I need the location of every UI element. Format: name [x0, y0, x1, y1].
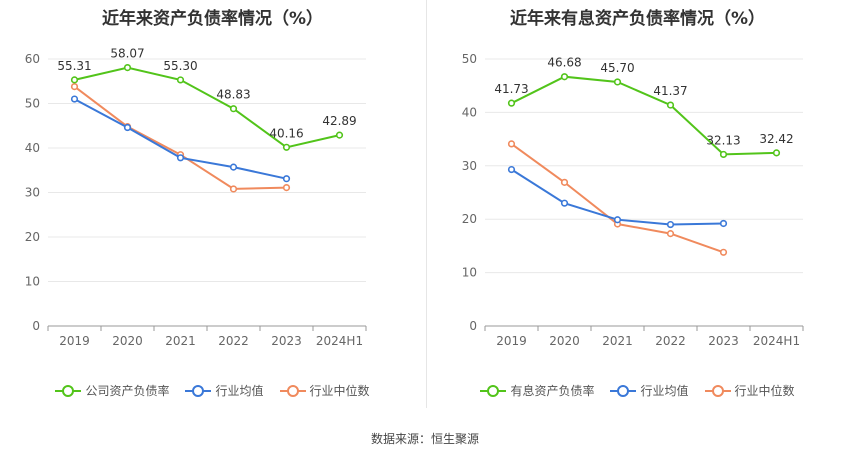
data-point [666, 220, 675, 229]
legend-label: 行业均值 [215, 384, 264, 398]
data-point [282, 143, 291, 151]
data-point [335, 131, 344, 139]
legend-label: 行业中位数 [309, 384, 370, 398]
legend-item[interactable]: 行业中位数 [279, 382, 370, 399]
data-point [719, 248, 728, 256]
y-tick-label: 10 [25, 275, 40, 289]
data-label: 40.16 [269, 126, 303, 140]
data-label: 32.42 [759, 132, 793, 146]
data-point [70, 95, 79, 103]
data-point [123, 123, 132, 132]
data-point [613, 216, 622, 224]
legend-swatch-icon [480, 384, 507, 398]
data-point [507, 99, 516, 107]
chart-legend: 有息资产负债率 行业均值 行业中位数 [425, 382, 850, 399]
panel-divider [426, 0, 427, 408]
data-point [507, 140, 516, 148]
x-tick-label: 2023 [708, 334, 739, 348]
data-point [282, 175, 291, 183]
data-point [666, 101, 675, 109]
data-point [719, 150, 728, 159]
data-label: 48.83 [216, 88, 250, 102]
legend-label: 有息资产负债率 [510, 384, 595, 398]
data-point [719, 219, 728, 228]
y-tick-label: 40 [462, 105, 477, 119]
series-line [510, 143, 724, 254]
legend-label: 行业中位数 [734, 384, 795, 398]
legend-swatch-icon [279, 384, 306, 398]
legend-item[interactable]: 行业均值 [185, 382, 264, 399]
x-tick-label: 2019 [496, 334, 527, 348]
data-label: 55.30 [163, 59, 197, 73]
data-point [176, 154, 185, 162]
legend-swatch-icon [185, 384, 212, 398]
x-tick-label: 2020 [549, 334, 580, 348]
data-label: 46.68 [547, 56, 581, 70]
legend-swatch-icon [704, 384, 731, 398]
chart-title: 近年来有息资产负债率情况（%） [509, 9, 766, 29]
data-point [229, 163, 238, 171]
y-tick-label: 40 [25, 141, 40, 155]
data-point [229, 105, 238, 113]
data-point [666, 230, 675, 238]
data-source-footer: 数据来源：恒生聚源 [370, 432, 479, 446]
legend-swatch-icon [55, 384, 82, 398]
y-tick-label: 60 [25, 52, 40, 66]
y-tick-label: 50 [25, 97, 40, 111]
y-tick-label: 20 [25, 230, 40, 244]
data-point [507, 165, 516, 174]
x-tick-label: 2021 [165, 334, 196, 348]
y-tick-label: 30 [25, 186, 40, 200]
data-point [176, 76, 185, 84]
data-point [613, 78, 622, 86]
data-point [560, 178, 569, 186]
data-point [282, 184, 291, 192]
data-label: 41.37 [653, 84, 687, 98]
y-tick-label: 0 [469, 319, 477, 333]
data-point [560, 73, 569, 81]
right-chart-panel: 近年来有息资产负债率情况（%） 0 10 20 30 40 50 2019 2020 2021 2… [425, 0, 850, 410]
data-label: 41.73 [494, 82, 528, 96]
x-tick-label: 2022 [655, 334, 686, 348]
series-line [73, 85, 287, 190]
y-tick-label: 20 [462, 212, 477, 226]
x-tick-label: 2023 [271, 334, 302, 348]
legend-item[interactable]: 行业均值 [610, 382, 689, 399]
x-tick-label: 2022 [218, 334, 249, 348]
x-tick-label: 2021 [602, 334, 633, 348]
debt-ratio-chart: 0 10 20 30 40 50 60 2019 2020 2021 2022 2023 2024H1 5… [25, 47, 367, 348]
data-point [772, 149, 781, 157]
interest-debt-ratio-chart: 0 10 20 30 40 50 2019 2020 2021 2022 2023 2024H1 41.… [462, 52, 804, 348]
data-point [560, 199, 569, 207]
legend-item[interactable]: 行业中位数 [704, 382, 795, 399]
chart-legend: 公司资产负债率 行业均值 行业中位数 [0, 382, 425, 399]
data-label: 45.70 [600, 61, 634, 75]
data-point [70, 76, 79, 84]
data-label: 32.13 [706, 133, 740, 147]
x-tick-label: 2020 [112, 334, 143, 348]
series-line [511, 75, 777, 156]
y-tick-label: 10 [462, 266, 477, 280]
x-tick-label: 2024H1 [753, 334, 800, 348]
legend-swatch-icon [610, 384, 637, 398]
legend-item[interactable]: 有息资产负债率 [480, 382, 594, 399]
legend-label: 公司资产负债率 [85, 384, 170, 398]
data-point [70, 82, 79, 91]
chart-title: 近年来资产负债率情况（%） [101, 9, 324, 29]
y-tick-label: 50 [462, 52, 477, 66]
data-point [123, 63, 132, 72]
data-point [229, 185, 238, 193]
legend-label: 行业均值 [640, 384, 689, 398]
data-label: 42.89 [322, 114, 356, 128]
left-chart-panel: 近年来资产负债率情况（%） 0 10 20 30 40 50 60 2019 2020 2021 2… [0, 0, 425, 410]
x-tick-label: 2024H1 [316, 334, 363, 348]
data-label: 55.31 [57, 59, 91, 73]
x-tick-label: 2019 [59, 334, 90, 348]
legend-item[interactable]: 公司资产负债率 [55, 382, 169, 399]
series-line [74, 66, 340, 149]
data-label: 58.07 [110, 47, 144, 61]
y-tick-label: 30 [462, 159, 477, 173]
y-tick-label: 0 [32, 319, 40, 333]
